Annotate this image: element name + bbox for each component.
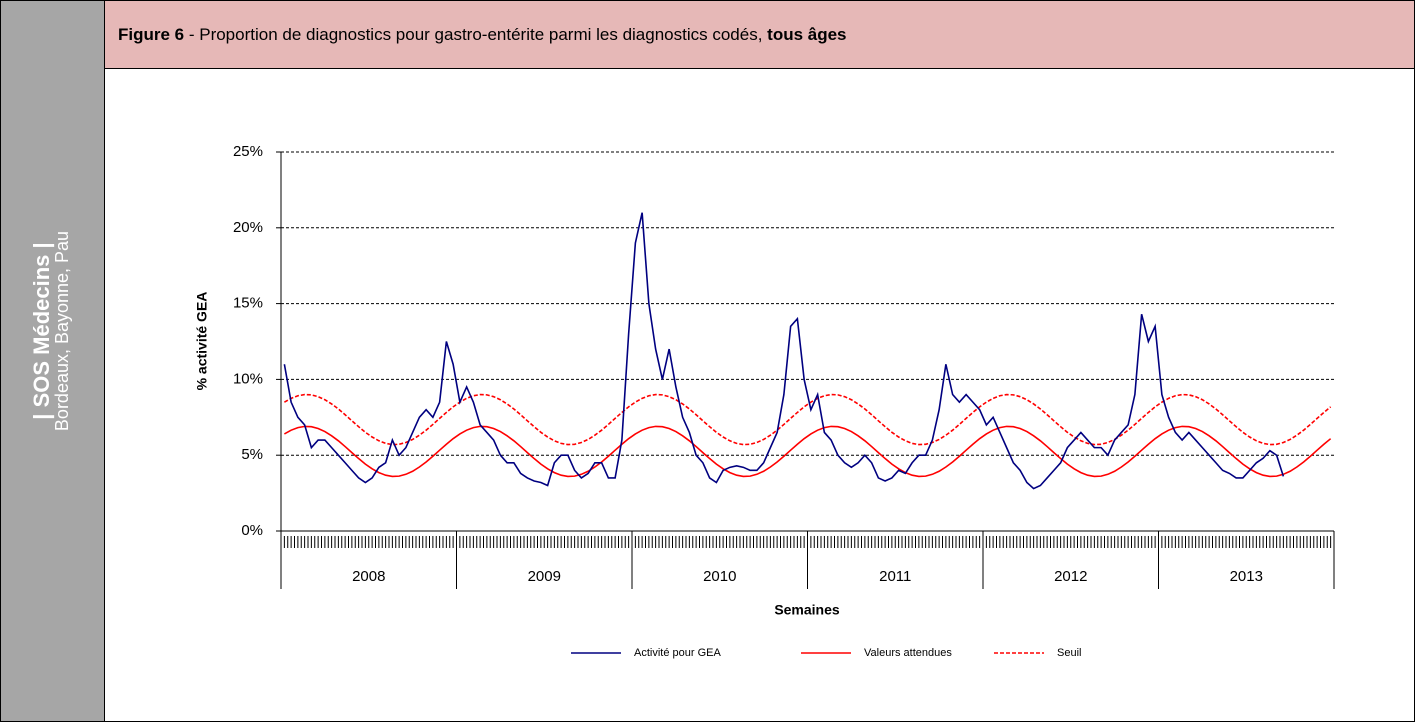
x-group-label: 2008: [352, 568, 385, 585]
figure-emphasis: tous âges: [767, 25, 847, 44]
y-tick-label: 0%: [241, 522, 263, 539]
y-tick-label: 15%: [233, 295, 263, 312]
x-group-label: 2010: [703, 568, 736, 585]
y-tick-label: 20%: [233, 219, 263, 236]
y-tick-label: 25%: [233, 143, 263, 160]
sidebar: | SOS Médecins | Bordeaux, Bayonne, Pau: [1, 1, 105, 721]
series-line: [283, 393, 1332, 446]
x-group-label: 2009: [528, 568, 561, 585]
legend-label: Valeurs attendues: [864, 647, 952, 659]
legend-label: Activité pour GEA: [634, 647, 721, 659]
x-group-label: 2013: [1230, 568, 1263, 585]
series-line: [283, 212, 1285, 490]
series-line: [283, 425, 1332, 478]
x-group-label: 2011: [879, 568, 911, 585]
x-group-label: 2012: [1054, 568, 1087, 585]
y-tick-label: 5%: [241, 446, 263, 463]
figure-label: Figure 6: [118, 25, 185, 44]
x-axis-label: Semaines: [774, 602, 840, 618]
y-axis-label: % activité GEA: [194, 292, 210, 391]
header: Figure 6 - Proportion de diagnostics pou…: [105, 1, 1414, 69]
figure-title: - Proportion de diagnostics pour gastro-…: [184, 25, 768, 44]
legend-label: Seuil: [1057, 647, 1081, 659]
y-tick-label: 10%: [233, 370, 263, 387]
